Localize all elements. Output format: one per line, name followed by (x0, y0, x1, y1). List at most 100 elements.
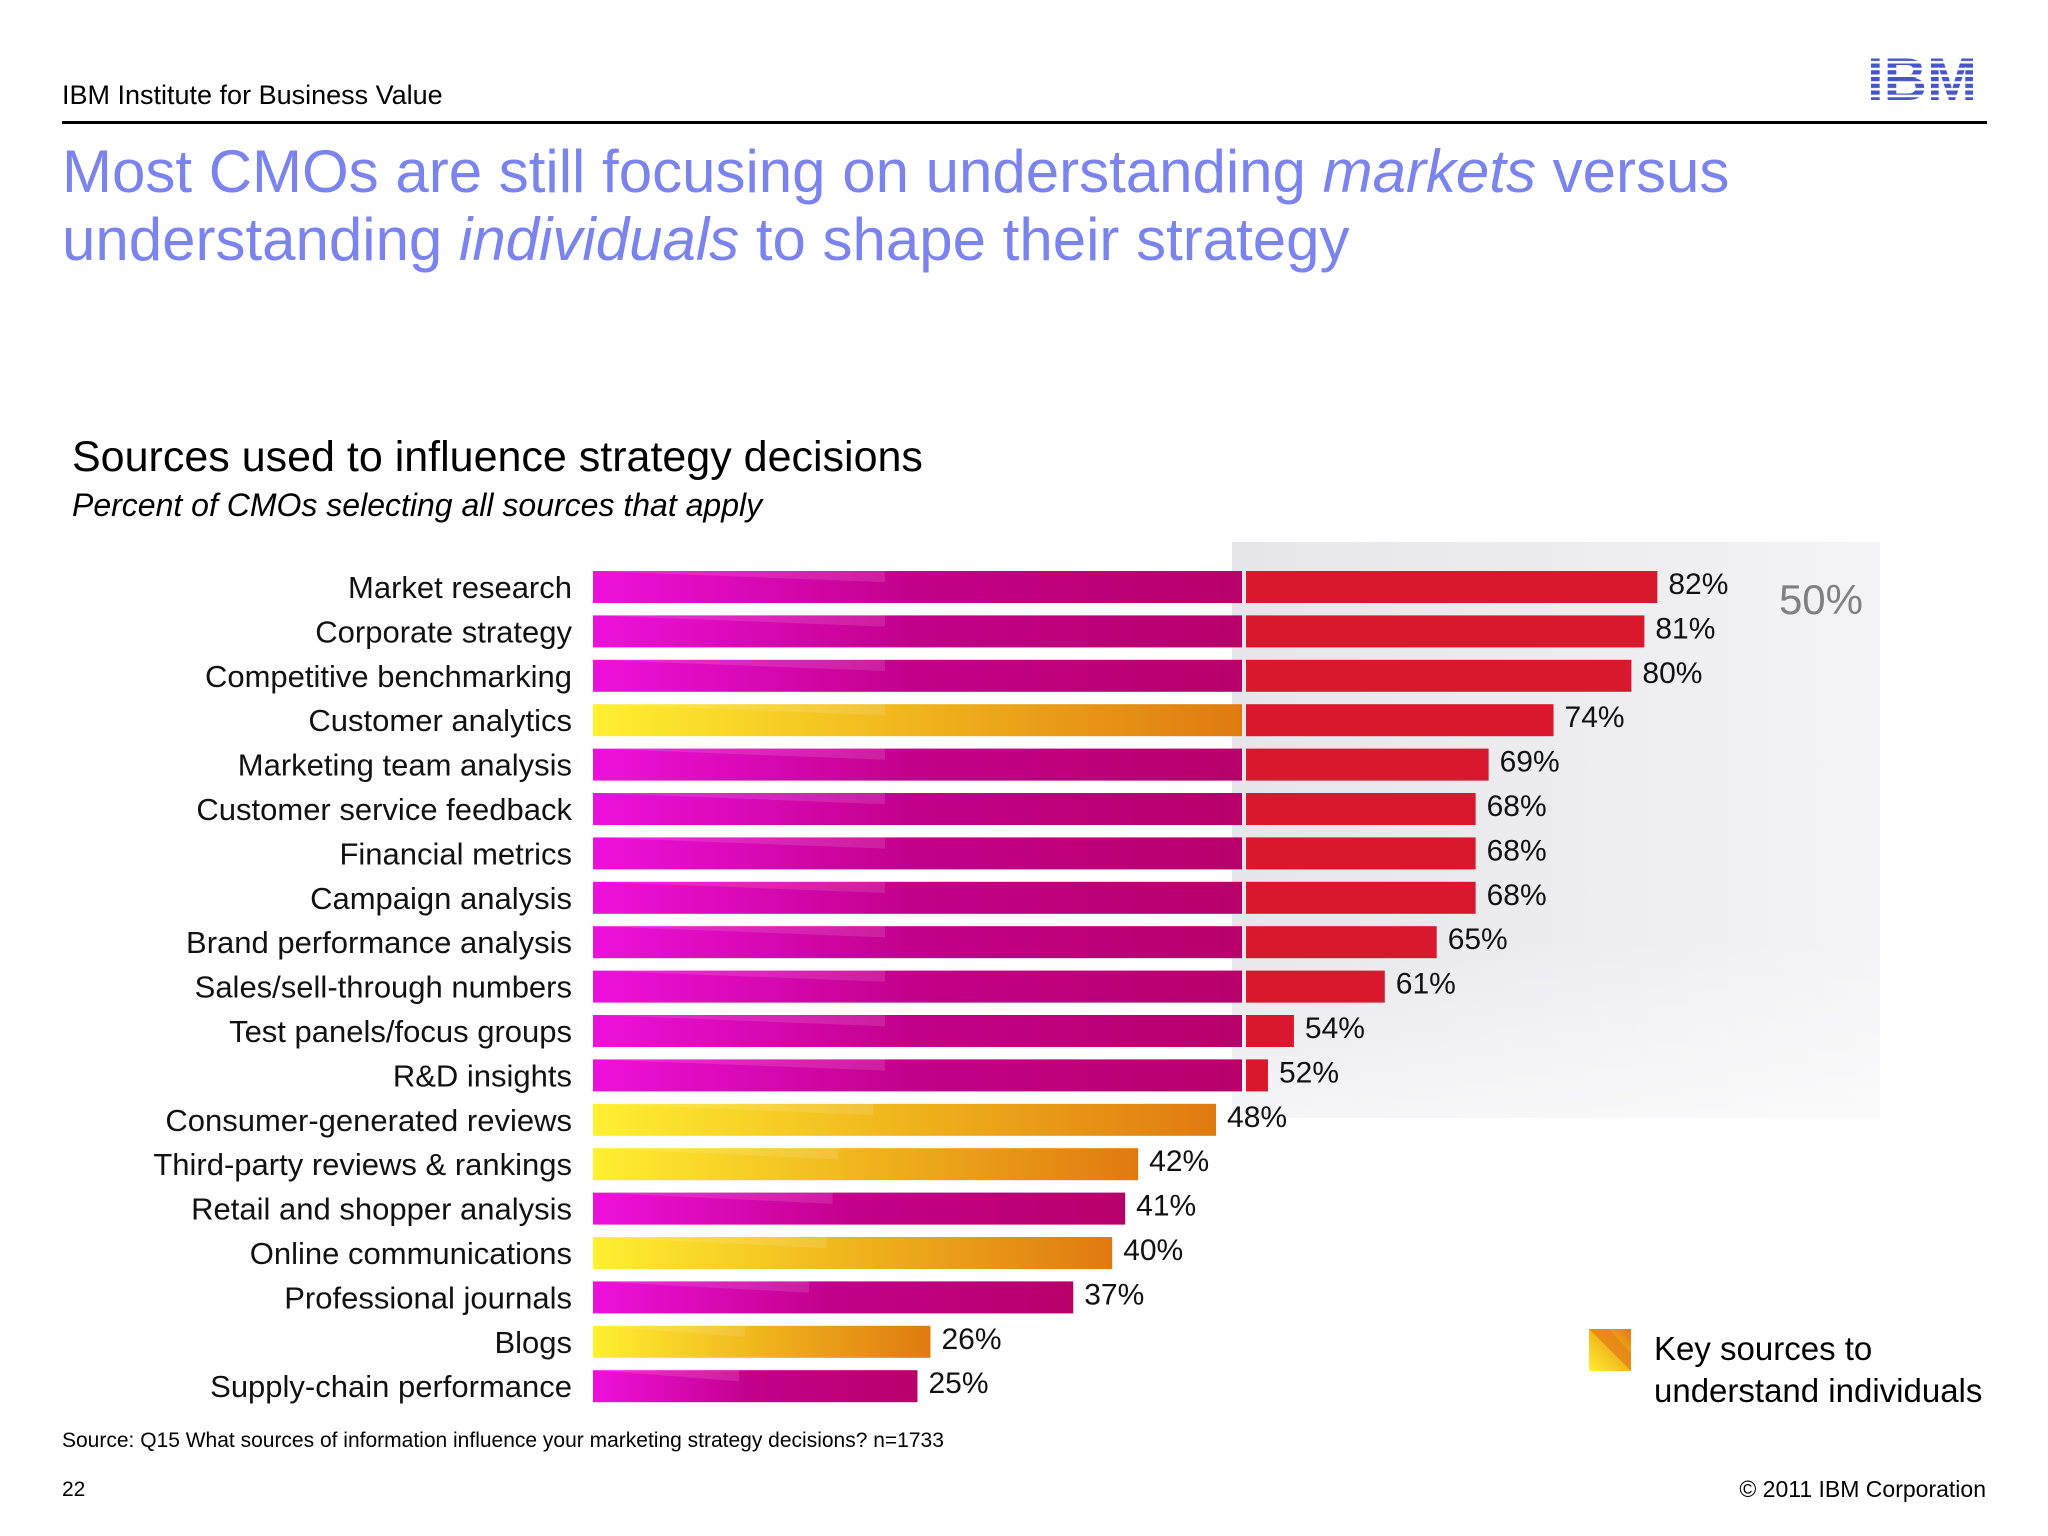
category-label-2: Competitive benchmarking (205, 659, 572, 694)
chart-subtitle: Percent of CMOs selecting all sources th… (72, 487, 763, 523)
category-label-8: Brand performance analysis (186, 925, 572, 960)
category-label-5: Customer service feedback (196, 792, 572, 827)
category-label-12: Consumer-generated reviews (165, 1103, 572, 1138)
bar-above-threshold-3 (1246, 704, 1554, 737)
value-label-5: 68% (1487, 790, 1547, 823)
category-label-17: Blogs (494, 1325, 572, 1360)
chart-title: Sources used to influence strategy decis… (72, 433, 923, 481)
bar-11 (593, 1059, 1242, 1092)
page-number: 22 (62, 1478, 86, 1501)
value-label-9: 61% (1396, 968, 1456, 1001)
bar-4 (593, 748, 1242, 781)
title-emphasis-markets: markets (1322, 138, 1536, 205)
ibm-logo: IBM (1867, 50, 1977, 104)
category-label-14: Retail and shopper analysis (191, 1192, 572, 1227)
bar-sheen-14 (595, 1192, 833, 1204)
value-label-4: 69% (1500, 746, 1560, 779)
bar-16 (593, 1281, 1074, 1314)
value-label-14: 41% (1136, 1190, 1196, 1223)
bar-sheen-2 (595, 659, 886, 671)
bar-sheen-5 (595, 793, 886, 805)
category-label-7: Campaign analysis (310, 881, 572, 916)
source-note: Source: Q15 What sources of information … (62, 1429, 944, 1452)
bar-sheen-3 (595, 704, 886, 716)
copyright: © 2011 IBM Corporation (1739, 1476, 1986, 1502)
bar-sheen-8 (595, 926, 886, 938)
title-part-3: to shape their strategy (739, 206, 1350, 273)
bar-sheen-9 (595, 970, 886, 982)
legend-label: Key sources to understand individuals (1654, 1330, 1983, 1409)
bar-sheen-11 (595, 1059, 886, 1071)
bar-3 (593, 704, 1242, 737)
value-label-0: 82% (1668, 568, 1728, 601)
bar-above-threshold-1 (1246, 615, 1645, 648)
bar-above-threshold-4 (1246, 748, 1489, 781)
bar-18 (593, 1370, 918, 1403)
bars-group (593, 571, 1658, 1403)
category-label-9: Sales/sell-through numbers (195, 970, 572, 1005)
value-label-10: 54% (1305, 1012, 1365, 1045)
bar-sheen-13 (595, 1148, 839, 1160)
title-part-1: Most CMOs are still focusing on understa… (62, 138, 1323, 205)
bar-7 (593, 881, 1242, 914)
header-divider (62, 121, 1987, 124)
bar-13 (593, 1148, 1139, 1181)
value-label-17: 26% (941, 1323, 1001, 1356)
category-label-15: Online communications (250, 1236, 572, 1271)
bar-above-threshold-9 (1246, 970, 1385, 1003)
category-label-3: Customer analytics (308, 703, 572, 738)
bar-sheen-1 (595, 615, 886, 627)
value-labels-group: 82% 81% 80% 74%69% 68% 68% 68% 65% 61% 54% 52% 48% 4… (929, 568, 1729, 1400)
bar-2 (593, 659, 1242, 692)
bar-1 (593, 615, 1242, 648)
category-label-0: Market research (348, 570, 572, 605)
bar-5 (593, 793, 1242, 825)
bar-10 (593, 1015, 1242, 1047)
value-label-2: 80% (1642, 657, 1702, 690)
title-emphasis-individuals: individuals (458, 206, 740, 273)
bar-14 (593, 1192, 1126, 1225)
value-label-12: 48% (1227, 1101, 1287, 1134)
bar-sheen-6 (595, 837, 886, 849)
bar-above-threshold-8 (1246, 926, 1437, 959)
value-label-15: 40% (1123, 1234, 1183, 1267)
bar-8 (593, 926, 1242, 959)
category-label-16: Professional journals (284, 1280, 572, 1315)
bar-sheen-0 (595, 571, 886, 583)
threshold-label: 50% (1779, 576, 1863, 623)
value-label-7: 68% (1487, 879, 1547, 912)
value-label-1: 81% (1655, 612, 1715, 645)
bar-sheen-4 (595, 748, 886, 760)
value-label-16: 37% (1084, 1278, 1144, 1311)
bar-above-threshold-5 (1246, 793, 1476, 825)
category-label-6: Financial metrics (339, 836, 572, 871)
value-label-11: 52% (1279, 1056, 1339, 1089)
category-label-1: Corporate strategy (315, 614, 572, 649)
bar-above-threshold-7 (1246, 881, 1476, 914)
category-label-18: Supply-chain performance (210, 1369, 572, 1404)
title-part-2: versus understanding (62, 138, 1730, 273)
category-labels-group: Market research Corporate strategy Competi… (153, 570, 572, 1404)
bar-sheen-7 (595, 881, 886, 893)
bar-15 (593, 1237, 1113, 1269)
bar-above-threshold-11 (1246, 1059, 1268, 1092)
bar-9 (593, 970, 1242, 1003)
value-label-18: 25% (929, 1367, 989, 1400)
bar-sheen-16 (595, 1281, 810, 1293)
ibm-logo-text: IBM (1867, 50, 1977, 104)
legend-swatch-icon (1589, 1329, 1631, 1371)
bar-sheen-18 (595, 1370, 740, 1382)
value-label-3: 74% (1565, 701, 1625, 734)
bar-sheen-10 (595, 1015, 886, 1027)
category-label-13: Third-party reviews & rankings (153, 1147, 572, 1182)
bar-above-threshold-10 (1246, 1015, 1294, 1047)
value-label-8: 65% (1448, 923, 1508, 956)
category-label-4: Marketing team analysis (238, 748, 572, 783)
value-label-13: 42% (1149, 1145, 1209, 1178)
bar-sheen-12 (595, 1103, 874, 1115)
value-label-6: 68% (1487, 834, 1547, 867)
bar-sheen-15 (595, 1237, 827, 1249)
page-title: Most CMOs are still focusing on understa… (62, 138, 1962, 274)
bar-above-threshold-0 (1246, 571, 1658, 603)
org-name: IBM Institute for Business Value (62, 80, 443, 110)
